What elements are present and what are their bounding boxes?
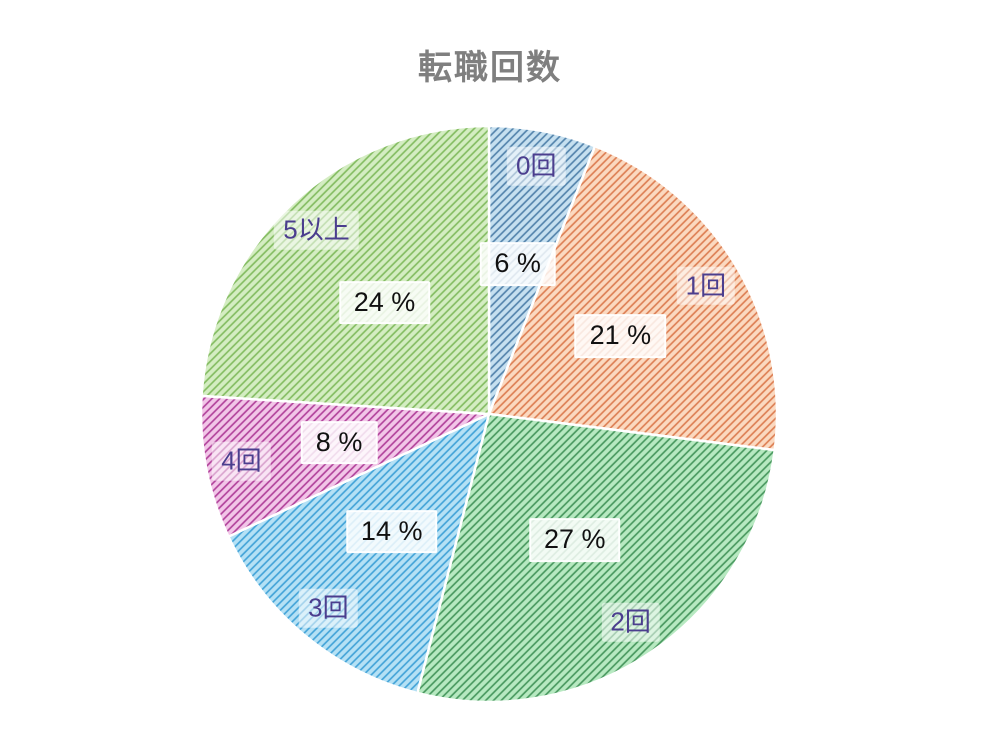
slice-percent-label-4: 8 %: [300, 420, 378, 465]
slice-category-label-4: 4回: [212, 441, 271, 481]
pie-slice-4: [199, 394, 491, 538]
slice-category-label-1: 1回: [676, 266, 736, 306]
slice-percent-label-0: 6 %: [479, 242, 556, 286]
slice-category-label-3: 3回: [299, 588, 358, 628]
pie-slice-5: [200, 124, 491, 416]
slice-percent-label-3: 14 %: [345, 509, 438, 554]
pie-slice-3: [227, 412, 491, 695]
pie-slice-1: [487, 144, 779, 452]
page-title: 転職回数: [418, 49, 562, 87]
slice-percent-label-5: 24 %: [338, 280, 431, 325]
slice-percent-label-1: 21 %: [574, 314, 667, 359]
slice-percent-label-2: 27 %: [529, 518, 621, 563]
slice-category-label-2: 2回: [601, 603, 660, 642]
slice-category-label-5: 5以上: [274, 211, 359, 250]
slice-category-label-0: 0回: [506, 147, 566, 186]
